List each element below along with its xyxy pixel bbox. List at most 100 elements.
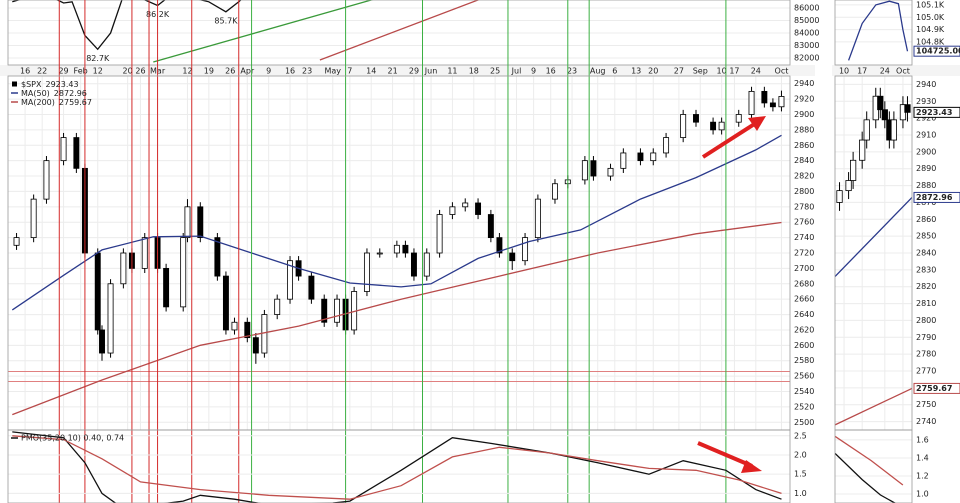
candle-body bbox=[120, 252, 127, 285]
date-row bbox=[832, 65, 960, 76]
arrow bbox=[701, 121, 758, 159]
x-tick-label: Oct bbox=[775, 67, 789, 76]
value-box bbox=[913, 45, 960, 57]
y-tick-label: 2830 bbox=[916, 265, 936, 274]
candle-body bbox=[107, 283, 114, 354]
plot-area bbox=[835, 76, 912, 430]
legend-entry: PMO(35,20,10) 0.40, 0.74 bbox=[21, 434, 124, 443]
x-tick-label: 16 bbox=[20, 67, 30, 76]
candle-body bbox=[60, 137, 67, 162]
y-tick-label: 2620 bbox=[794, 325, 814, 334]
x-tick-label: 27 bbox=[674, 67, 684, 76]
x-tick-label: 23 bbox=[302, 67, 312, 76]
candle-body bbox=[43, 160, 50, 200]
candle-body bbox=[180, 237, 187, 308]
panel-frame bbox=[7, 429, 791, 503]
arrow-head bbox=[741, 460, 762, 473]
date-row bbox=[0, 65, 815, 76]
y-tick-label: 1.0 bbox=[916, 489, 929, 498]
value-box-label: 2923.43 bbox=[916, 108, 952, 117]
candle-body bbox=[73, 137, 80, 169]
x-tick-label: 20 bbox=[123, 67, 133, 76]
y-tick-label: 2580 bbox=[794, 356, 814, 365]
y-tick-label: 2660 bbox=[794, 295, 814, 304]
candle-body bbox=[244, 321, 251, 339]
candle-body bbox=[163, 267, 170, 308]
arrow bbox=[697, 441, 753, 468]
y-tick-label: 2680 bbox=[794, 279, 814, 288]
candle-body bbox=[222, 275, 229, 331]
x-tick-label: 17 bbox=[857, 67, 867, 76]
candle-body bbox=[663, 137, 670, 154]
x-tick-label: 9 bbox=[531, 67, 536, 76]
candle-body bbox=[748, 90, 755, 115]
candle-body bbox=[877, 95, 884, 111]
legend-name: MA(200) bbox=[21, 98, 55, 107]
legend-value: 2759.67 bbox=[59, 98, 92, 107]
legend-value: 2923.43 bbox=[45, 80, 78, 89]
candle-body bbox=[637, 152, 644, 162]
candle-body bbox=[287, 260, 293, 300]
y-tick-label: 2840 bbox=[794, 156, 814, 165]
candle-body bbox=[449, 206, 456, 215]
plot-area bbox=[8, 0, 790, 63]
y-tick-label: 2.5 bbox=[794, 431, 807, 440]
candle-body bbox=[710, 121, 717, 131]
value-box bbox=[913, 382, 960, 394]
y-tick-label: 2850 bbox=[916, 232, 936, 241]
y-tick-label: 83000 bbox=[794, 41, 819, 50]
y-tick-label: 2880 bbox=[794, 125, 814, 134]
candle-body bbox=[845, 180, 852, 192]
series-line bbox=[12, 431, 782, 503]
candle-body bbox=[410, 252, 417, 277]
y-tick-label: 1.2 bbox=[916, 471, 929, 480]
x-tick-label: 10 bbox=[717, 67, 727, 76]
y-tick-label: 2920 bbox=[916, 114, 936, 123]
y-tick-label: 2760 bbox=[794, 218, 814, 227]
value-box bbox=[913, 106, 960, 118]
y-tick-label: 2600 bbox=[794, 341, 814, 350]
value-box-label: 2759.67 bbox=[916, 384, 952, 393]
candle-body bbox=[863, 119, 870, 141]
candle-body bbox=[475, 202, 482, 215]
y-tick-label: 2800 bbox=[916, 316, 936, 325]
candle-body bbox=[94, 252, 101, 331]
x-tick-label: 24 bbox=[880, 67, 890, 76]
x-tick-label: Sep bbox=[693, 67, 708, 76]
x-tick-label: 22 bbox=[37, 67, 47, 76]
y-tick-label: 2820 bbox=[794, 172, 814, 181]
x-tick-label: 9 bbox=[266, 67, 271, 76]
x-tick-label: Oct bbox=[896, 67, 910, 76]
y-tick-label: 1.0 bbox=[794, 489, 807, 498]
y-tick-label: 2940 bbox=[794, 79, 814, 88]
x-tick-label: Aug bbox=[590, 67, 606, 76]
candle-body bbox=[462, 202, 469, 208]
y-tick-label: 2780 bbox=[794, 202, 814, 211]
legend-entry: MA(200) 2759.67 bbox=[21, 98, 92, 107]
y-tick-label: 2910 bbox=[916, 131, 936, 140]
y-tick-label: 85000 bbox=[794, 16, 819, 25]
candle-body bbox=[850, 159, 857, 181]
plot-area bbox=[835, 435, 912, 503]
candle-body bbox=[308, 275, 315, 300]
candle-body bbox=[214, 237, 221, 277]
value-box bbox=[913, 191, 960, 203]
series-line bbox=[11, 134, 782, 311]
candle-body bbox=[197, 206, 204, 239]
candle-body bbox=[534, 198, 541, 239]
x-tick-label: 20 bbox=[648, 67, 658, 76]
annotation: 82.7K bbox=[86, 54, 110, 63]
candle-body bbox=[590, 160, 597, 177]
y-tick-label: 2780 bbox=[916, 350, 936, 359]
series-line bbox=[835, 387, 912, 426]
candle-body bbox=[321, 298, 328, 323]
series-line bbox=[153, 0, 374, 63]
y-tick-label: 1.4 bbox=[916, 453, 929, 462]
x-tick-label: 12 bbox=[93, 67, 103, 76]
annotation: 85.7K bbox=[214, 16, 238, 25]
y-tick-label: 2520 bbox=[794, 402, 814, 411]
x-tick-label: 6 bbox=[612, 67, 617, 76]
x-tick-label: 26 bbox=[135, 67, 145, 76]
candle-body bbox=[376, 252, 383, 255]
